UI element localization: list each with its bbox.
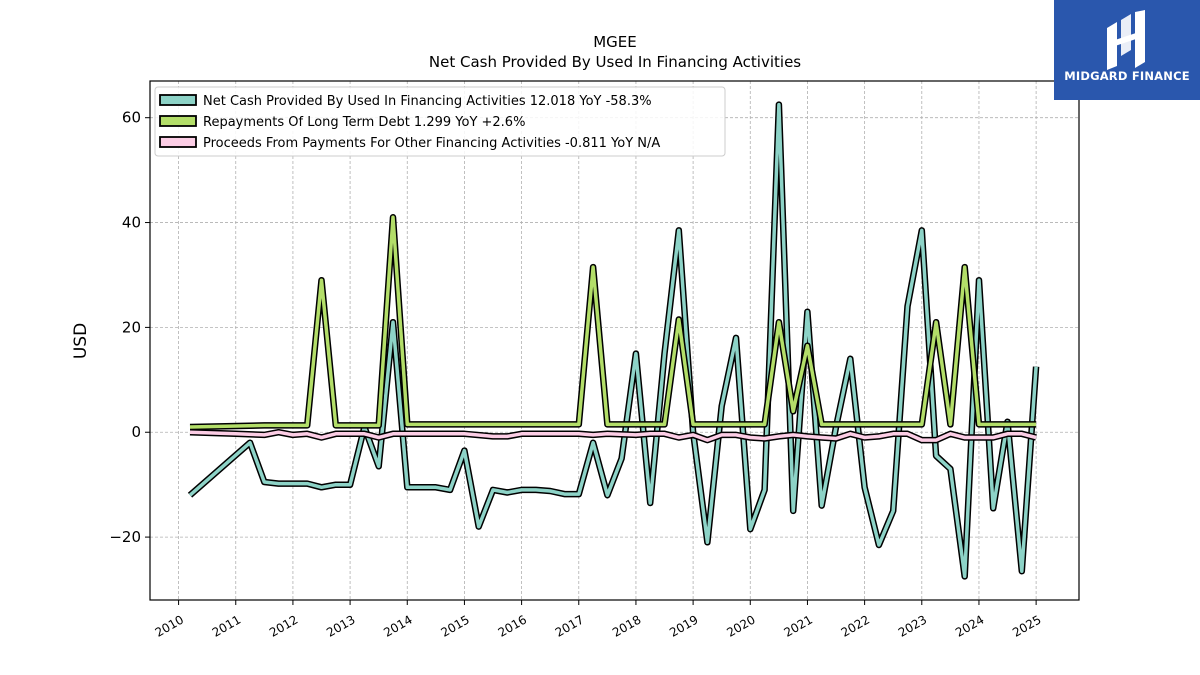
y-axis: −20 0 20 40 60 — [109, 109, 150, 546]
chart-subtitle: Net Cash Provided By Used In Financing A… — [429, 53, 801, 71]
x-tick-label: 2024 — [953, 612, 986, 639]
x-tick-label: 2021 — [781, 612, 814, 639]
y-tick-label: −20 — [109, 528, 141, 546]
midgard-logo-icon — [1107, 10, 1145, 70]
y-tick-label: 0 — [131, 423, 141, 441]
x-tick-label: 2014 — [381, 612, 414, 639]
series-layer — [187, 101, 1040, 580]
logo-text: MIDGARD FINANCE — [1064, 69, 1190, 83]
series-line-2 — [189, 215, 1037, 429]
grid — [150, 81, 1079, 600]
x-tick-label: 2025 — [1010, 612, 1043, 639]
legend-box — [154, 86, 726, 157]
y-tick-label: 60 — [122, 109, 141, 127]
legend-swatch — [159, 136, 197, 148]
series-line-1 — [188, 102, 1038, 579]
y-tick-label: 20 — [122, 318, 141, 336]
x-tick-label: 2011 — [210, 612, 243, 639]
x-tick-label: 2022 — [839, 612, 872, 639]
legend-label: Net Cash Provided By Used In Financing A… — [203, 94, 652, 109]
midgard-logo: MIDGARD FINANCE — [1054, 0, 1200, 100]
legend-label: Repayments Of Long Term Debt 1.299 YoY +… — [203, 115, 525, 130]
legend-swatch — [159, 94, 197, 106]
x-tick-label: 2013 — [324, 612, 357, 639]
x-tick-label: 2010 — [153, 612, 186, 639]
chart-title: MGEE — [593, 33, 637, 51]
x-tick-label: 2023 — [896, 612, 929, 639]
x-tick-label: 2015 — [438, 612, 471, 639]
x-tick-label: 2016 — [496, 612, 529, 639]
legend-swatch — [159, 115, 197, 127]
series-line-3 — [189, 430, 1037, 442]
x-tick-label: 2018 — [610, 612, 643, 639]
x-tick-label: 2017 — [553, 612, 586, 639]
y-axis-label: USD — [71, 323, 91, 359]
legend-label: Proceeds From Payments For Other Financi… — [203, 136, 660, 151]
plot-frame — [149, 80, 1080, 601]
x-tick-label: 2019 — [667, 612, 700, 639]
x-tick-label: 2020 — [724, 612, 757, 639]
x-tick-label: 2012 — [267, 612, 300, 639]
x-axis: 2010 2011 2012 2013 2014 2015 2016 2017 2018 2019… — [153, 600, 1044, 640]
legend: Net Cash Provided By Used In Financing A… — [154, 86, 726, 157]
y-tick-label: 40 — [122, 214, 141, 232]
